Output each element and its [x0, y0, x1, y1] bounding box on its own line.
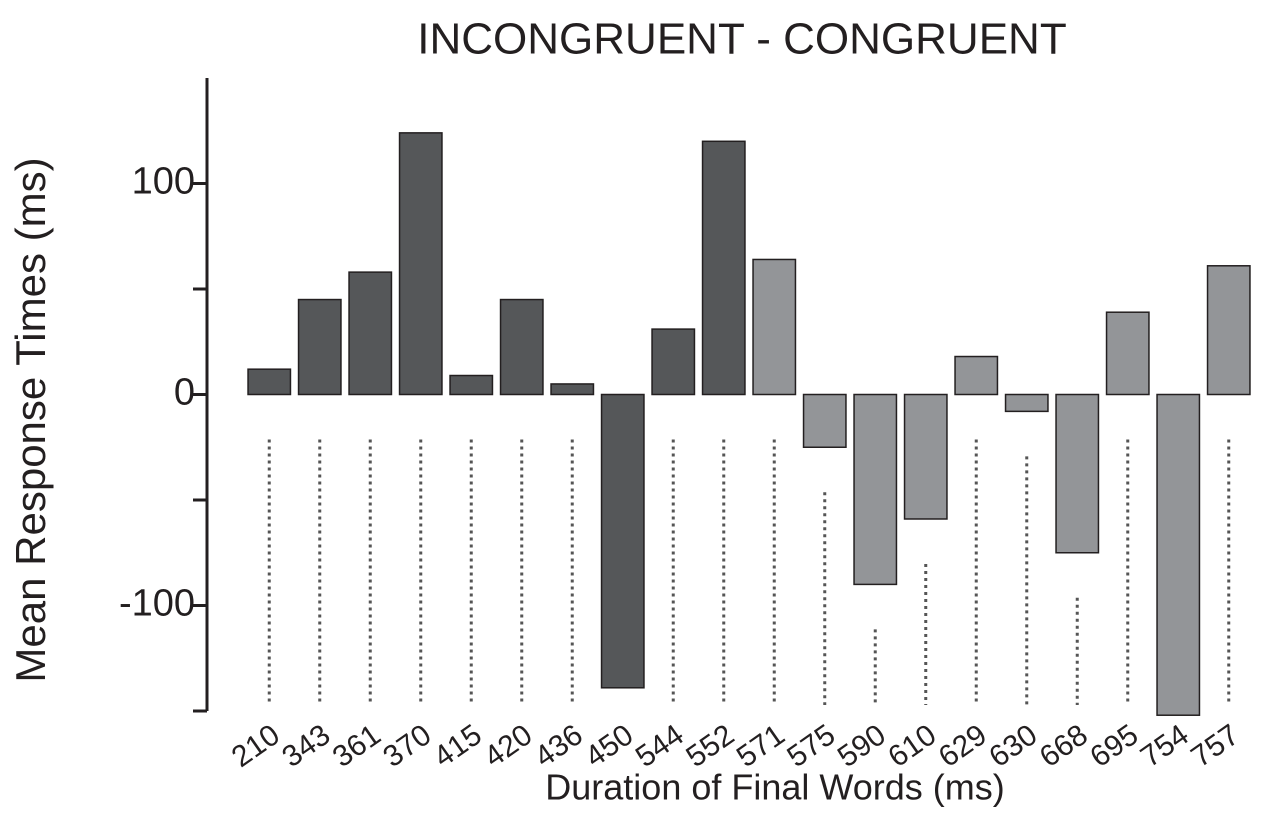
- bar: [853, 393, 898, 586]
- y-tick-label: -100: [119, 583, 195, 625]
- bar: [651, 328, 696, 396]
- chart-title: INCONGRUENT - CONGRUENT: [417, 15, 1066, 64]
- bar: [903, 393, 948, 520]
- y-tick-label: 0: [174, 372, 195, 414]
- bar: [398, 132, 443, 396]
- bar: [1055, 393, 1100, 554]
- y-axis-title: Mean Response Times (ms): [7, 157, 54, 682]
- y-tick-label: 100: [132, 161, 195, 203]
- bar: [1206, 265, 1251, 396]
- bar: [1004, 393, 1049, 413]
- x-tick-label: 757: [1185, 718, 1245, 774]
- bar: [701, 140, 746, 396]
- bar: [1105, 311, 1150, 396]
- bar: [954, 355, 999, 396]
- bar: [499, 298, 544, 396]
- x-axis-title: Duration of Final Words (ms): [545, 767, 1004, 808]
- bar: [600, 393, 645, 689]
- bar: [247, 368, 292, 396]
- bar: [348, 271, 393, 396]
- bar: [550, 383, 595, 396]
- bar: [752, 258, 797, 396]
- bar: [1156, 393, 1201, 716]
- bar: [297, 298, 342, 396]
- bar: [449, 374, 494, 396]
- bar: [802, 393, 847, 448]
